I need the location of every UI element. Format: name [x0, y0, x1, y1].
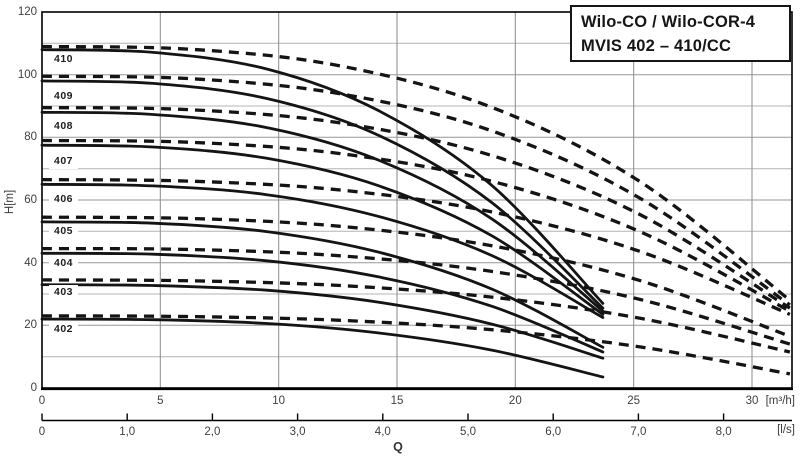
curve-407-dashed	[41, 138, 791, 313]
chart-title-line1: Wilo-CO / Wilo-COR-4	[581, 13, 756, 31]
curve-406-solid	[40, 182, 605, 319]
lps-tick-label-2-0: 2,0	[204, 426, 221, 438]
curve-408-solid	[40, 110, 605, 313]
curve-label-407: 407	[49, 154, 79, 170]
x-tick-label-15: 15	[390, 395, 404, 407]
chart-title-line2: MVIS 402 – 410/CC	[581, 37, 732, 55]
lps-tick-label-5-0: 5,0	[460, 426, 476, 438]
curve-408-dashed	[41, 105, 791, 310]
curve-402-dashed	[41, 314, 791, 376]
y-tick-label-80: 80	[24, 131, 37, 144]
y-tick-label-0: 0	[30, 382, 37, 394]
y-tick-label-20: 20	[24, 319, 37, 332]
lps-tick-label-0: 0	[38, 426, 46, 438]
y-tick-label-40: 40	[24, 256, 37, 269]
curve-label-402: 402	[49, 321, 79, 337]
curve-405-dashed	[41, 215, 791, 338]
curve-label-408: 408	[49, 119, 79, 135]
y-tick-label-120: 120	[17, 6, 37, 18]
curve-402-solid	[40, 317, 605, 379]
x-tick-label-5: 5	[157, 395, 164, 407]
curve-label-410: 410	[49, 51, 79, 67]
lps-tick-label-4-0: 4,0	[374, 426, 391, 438]
x-tick-label-10: 10	[272, 395, 286, 407]
curve-404-solid	[40, 251, 605, 354]
curve-407-solid	[40, 143, 605, 316]
curve-406-dashed	[41, 177, 791, 316]
y-tick-label-100: 100	[17, 68, 37, 81]
curve-label-403: 403	[49, 285, 79, 301]
x-axis-unit: [m³/h]	[765, 395, 795, 407]
lps-tick-label-1-0: 1,0	[119, 426, 136, 438]
curve-409-solid	[40, 79, 605, 310]
x-axis-label: Q	[393, 440, 403, 454]
curve-label-406: 406	[49, 192, 79, 207]
chart-title-box: Wilo-CO / Wilo-COR-4 MVIS 402 – 410/CC	[570, 5, 791, 62]
curve-label-405: 405	[49, 224, 79, 240]
x-tick-label-20: 20	[508, 395, 522, 407]
lps-tick-label-3-0: 3,0	[289, 426, 306, 438]
curve-label-404: 404	[49, 255, 79, 271]
curve-403-dashed	[41, 278, 791, 354]
curve-label-409: 409	[49, 89, 79, 105]
curve-404-dashed	[41, 246, 791, 346]
x-tick-label-0: 0	[38, 395, 46, 407]
curve-410-solid	[40, 48, 605, 305]
x-tick-label-25: 25	[627, 395, 641, 407]
curve-409-dashed	[41, 74, 791, 307]
curve-410-dashed	[41, 44, 791, 302]
x-axis-secondary-unit: [l/s]	[777, 424, 795, 436]
lps-tick-label-6-0: 6,0	[545, 426, 562, 438]
lps-tick-label-8-0: 8,0	[715, 426, 732, 438]
curve-403-solid	[40, 283, 605, 360]
x-tick-label-30: 30	[745, 395, 759, 407]
lps-tick-label-7-0: 7,0	[630, 426, 647, 438]
curve-405-solid	[40, 220, 605, 349]
y-tick-label-60: 60	[24, 194, 37, 206]
